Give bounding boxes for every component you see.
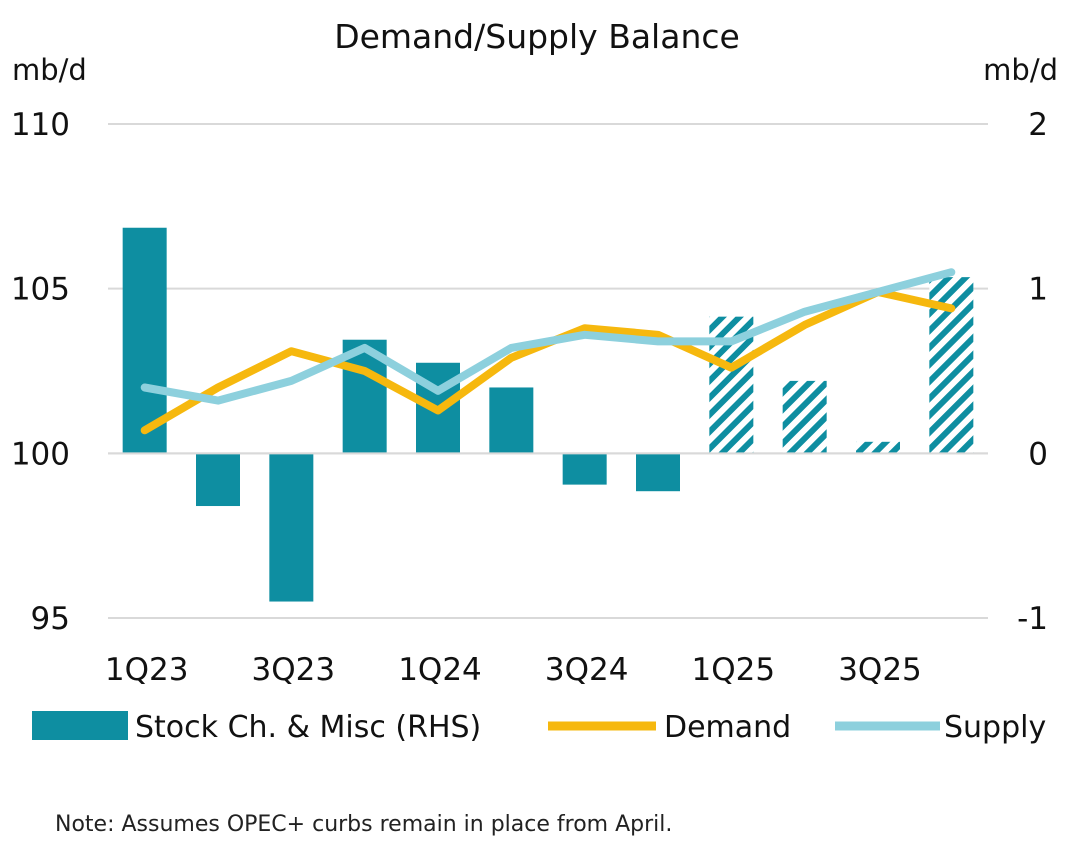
- stock-change-bar: [562, 453, 607, 485]
- x-tick-label: 1Q23: [105, 652, 189, 688]
- legend-label-stock: Stock Ch. & Misc (RHS): [135, 710, 481, 745]
- legend: Stock Ch. & Misc (RHS) Demand Supply: [32, 710, 1046, 745]
- left-axis-ticks: 95 100 105 110: [11, 107, 70, 637]
- footnote: Note: Assumes OPEC+ curbs remain in plac…: [55, 812, 672, 837]
- x-tick-label: 3Q23: [252, 652, 336, 688]
- stock-change-bar-forecast: [856, 441, 900, 454]
- right-axis-ticks: -1 0 1 2: [1017, 107, 1048, 637]
- stock-change-bar: [196, 453, 240, 507]
- legend-swatch-stock: [32, 711, 128, 740]
- series-lines: [140, 268, 956, 435]
- stock-change-bars: [122, 227, 974, 602]
- x-tick-label: 3Q24: [545, 652, 629, 688]
- right-tick-label: 0: [1028, 436, 1048, 472]
- legend-label-demand: Demand: [664, 710, 791, 745]
- gridlines: [108, 123, 988, 619]
- stock-change-bar: [489, 387, 534, 454]
- stock-change-bar: [269, 453, 314, 602]
- x-tick-label: 1Q24: [398, 652, 482, 688]
- right-tick-label: 2: [1028, 107, 1048, 143]
- demand-line: [140, 288, 956, 435]
- chart-title: Demand/Supply Balance: [334, 17, 740, 56]
- left-tick-label: 110: [11, 107, 70, 143]
- right-axis-unit: mb/d: [983, 53, 1058, 87]
- left-tick-label: 95: [31, 601, 70, 637]
- left-tick-label: 100: [11, 436, 70, 472]
- x-tick-label: 1Q25: [692, 652, 776, 688]
- stock-change-bar: [122, 227, 167, 454]
- stock-change-bar-forecast: [782, 380, 827, 454]
- left-axis-unit: mb/d: [12, 53, 87, 87]
- stock-change-bar: [636, 453, 680, 492]
- left-tick-label: 105: [11, 272, 70, 308]
- x-axis-ticks: 1Q23 3Q23 1Q24 3Q24 1Q25 3Q25: [105, 652, 922, 688]
- supply-line: [140, 268, 956, 405]
- x-tick-label: 3Q25: [838, 652, 922, 688]
- right-tick-label: -1: [1017, 601, 1048, 637]
- legend-label-supply: Supply: [944, 710, 1046, 745]
- right-tick-label: 1: [1028, 272, 1048, 308]
